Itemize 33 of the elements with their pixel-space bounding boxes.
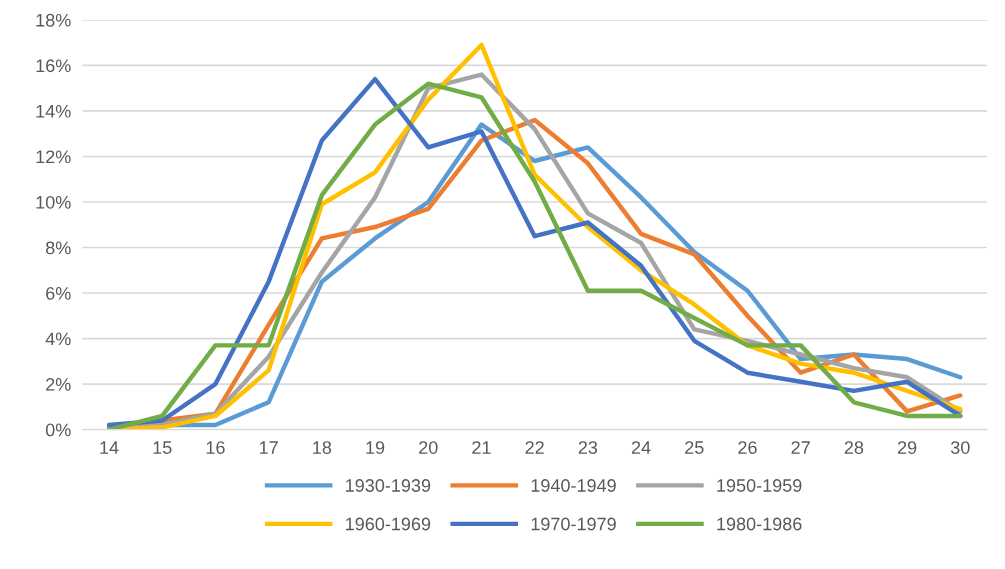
legend-label: 1950-1959 (717, 479, 802, 492)
y-tick-label: 8% (45, 241, 71, 255)
x-tick-label: 21 (472, 441, 491, 454)
x-tick-label: 23 (578, 441, 598, 454)
y-tick-label: 10% (36, 195, 71, 209)
x-tick-label: 29 (897, 441, 917, 454)
x-tick-label: 15 (153, 441, 172, 454)
legend-label: 1960-1969 (346, 517, 431, 531)
legend-label: 1970-1979 (531, 517, 616, 531)
legend-label: 1980-1986 (717, 517, 802, 531)
x-tick-label: 27 (791, 441, 810, 454)
y-tick-label: 0% (45, 423, 71, 437)
y-tick-label: 2% (46, 378, 71, 391)
x-tick-label: 30 (950, 441, 970, 454)
x-tick-label: 26 (738, 441, 757, 454)
x-tick-label: 17 (259, 441, 278, 454)
x-tick-label: 16 (206, 441, 225, 454)
x-tick-label: 24 (631, 441, 651, 454)
x-tick-label: 28 (844, 441, 864, 454)
x-tick-label: 18 (313, 441, 332, 454)
x-tick-label: 19 (366, 441, 385, 454)
y-tick-label: 14% (36, 104, 71, 118)
x-tick-label: 20 (419, 441, 438, 454)
y-tick-label: 16% (36, 59, 71, 73)
y-tick-label: 18% (36, 13, 71, 27)
y-tick-label: 6% (46, 286, 71, 300)
legend-label: 1940-1949 (531, 479, 616, 492)
x-tick-label: 14 (100, 441, 119, 454)
legend-label: 1930-1939 (346, 479, 431, 492)
y-tick-label: 4% (45, 332, 71, 346)
x-tick-label: 25 (685, 441, 704, 454)
y-tick-label: 12% (36, 150, 71, 164)
x-tick-label: 22 (525, 441, 544, 454)
